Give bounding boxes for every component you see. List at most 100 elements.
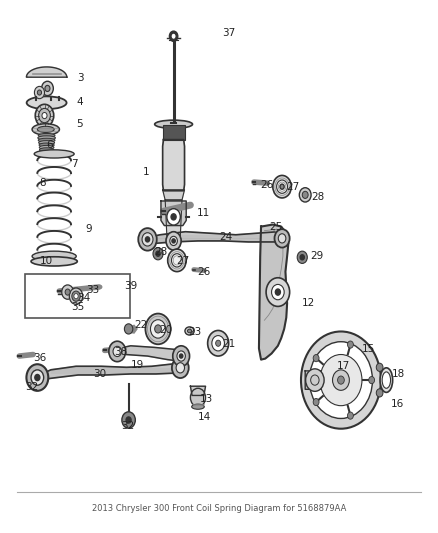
Circle shape bbox=[347, 341, 353, 348]
Text: 37: 37 bbox=[223, 28, 236, 38]
Ellipse shape bbox=[185, 327, 194, 335]
Circle shape bbox=[266, 278, 290, 306]
Polygon shape bbox=[26, 67, 67, 77]
Ellipse shape bbox=[27, 96, 67, 109]
Text: 35: 35 bbox=[71, 302, 84, 312]
Circle shape bbox=[122, 412, 135, 428]
Circle shape bbox=[126, 417, 131, 423]
Text: 26: 26 bbox=[260, 180, 273, 190]
Circle shape bbox=[168, 249, 186, 272]
Circle shape bbox=[309, 342, 372, 418]
Ellipse shape bbox=[38, 138, 55, 142]
Text: 33: 33 bbox=[86, 285, 99, 295]
Circle shape bbox=[172, 239, 175, 243]
Polygon shape bbox=[305, 371, 325, 389]
Circle shape bbox=[299, 188, 311, 202]
Text: 10: 10 bbox=[39, 256, 53, 266]
Circle shape bbox=[74, 294, 78, 298]
Circle shape bbox=[275, 229, 290, 247]
Circle shape bbox=[62, 285, 74, 299]
Text: 21: 21 bbox=[223, 340, 236, 349]
Text: 5: 5 bbox=[76, 119, 83, 130]
Text: 8: 8 bbox=[39, 178, 46, 188]
Polygon shape bbox=[125, 325, 137, 333]
Circle shape bbox=[311, 375, 319, 385]
Circle shape bbox=[166, 232, 181, 250]
Circle shape bbox=[338, 376, 344, 384]
Circle shape bbox=[72, 291, 80, 301]
Polygon shape bbox=[162, 140, 184, 191]
Text: 6: 6 bbox=[46, 140, 53, 150]
Circle shape bbox=[35, 86, 45, 99]
Circle shape bbox=[151, 320, 166, 338]
Text: 30: 30 bbox=[93, 369, 106, 379]
Circle shape bbox=[156, 251, 160, 256]
Polygon shape bbox=[114, 346, 183, 361]
Text: 9: 9 bbox=[86, 224, 92, 233]
Text: 19: 19 bbox=[131, 360, 144, 370]
Polygon shape bbox=[259, 224, 288, 360]
Text: 15: 15 bbox=[362, 344, 375, 354]
Text: 13: 13 bbox=[200, 393, 213, 403]
Ellipse shape bbox=[187, 329, 192, 333]
Text: 24: 24 bbox=[219, 232, 232, 242]
Ellipse shape bbox=[39, 141, 55, 145]
Circle shape bbox=[212, 336, 224, 351]
Circle shape bbox=[170, 31, 178, 42]
Circle shape bbox=[313, 354, 319, 362]
Text: 18: 18 bbox=[392, 369, 405, 379]
Circle shape bbox=[180, 354, 183, 358]
Text: 32: 32 bbox=[121, 421, 135, 431]
Circle shape bbox=[278, 234, 286, 243]
Text: 29: 29 bbox=[311, 251, 324, 261]
Text: 39: 39 bbox=[124, 281, 138, 291]
Circle shape bbox=[37, 90, 42, 95]
Circle shape bbox=[171, 214, 176, 220]
Circle shape bbox=[31, 370, 44, 385]
Text: 25: 25 bbox=[269, 222, 283, 232]
Bar bbox=[25, 274, 130, 318]
Ellipse shape bbox=[32, 124, 60, 135]
Ellipse shape bbox=[192, 404, 204, 409]
Circle shape bbox=[313, 399, 319, 406]
Text: 27: 27 bbox=[176, 256, 189, 266]
Polygon shape bbox=[165, 200, 182, 236]
Circle shape bbox=[69, 288, 83, 304]
Text: 26: 26 bbox=[197, 266, 210, 277]
Circle shape bbox=[35, 104, 54, 127]
Circle shape bbox=[273, 175, 291, 198]
Circle shape bbox=[277, 180, 287, 193]
Text: 1: 1 bbox=[142, 167, 149, 177]
Circle shape bbox=[26, 364, 48, 391]
Text: 14: 14 bbox=[198, 413, 211, 423]
Circle shape bbox=[376, 363, 383, 372]
Text: 38: 38 bbox=[114, 348, 127, 358]
Ellipse shape bbox=[155, 120, 193, 128]
Circle shape bbox=[172, 254, 182, 267]
Circle shape bbox=[297, 251, 307, 263]
Circle shape bbox=[191, 388, 205, 407]
Text: 23: 23 bbox=[189, 327, 202, 337]
Circle shape bbox=[173, 346, 190, 366]
Text: 28: 28 bbox=[311, 192, 325, 203]
Circle shape bbox=[35, 375, 40, 381]
Polygon shape bbox=[191, 386, 205, 395]
Circle shape bbox=[272, 285, 284, 300]
Ellipse shape bbox=[32, 251, 76, 261]
Text: 28: 28 bbox=[154, 247, 167, 257]
Text: 36: 36 bbox=[33, 352, 46, 362]
Circle shape bbox=[170, 236, 177, 246]
Text: 32: 32 bbox=[25, 382, 39, 392]
Circle shape bbox=[300, 255, 304, 260]
Circle shape bbox=[276, 289, 280, 295]
Polygon shape bbox=[161, 201, 186, 225]
Circle shape bbox=[113, 346, 121, 357]
Polygon shape bbox=[162, 190, 184, 200]
Circle shape bbox=[280, 184, 284, 189]
Circle shape bbox=[109, 341, 126, 362]
Circle shape bbox=[369, 376, 374, 384]
Circle shape bbox=[145, 237, 150, 242]
Polygon shape bbox=[36, 364, 183, 380]
Text: 3: 3 bbox=[77, 73, 84, 83]
Ellipse shape bbox=[39, 148, 54, 152]
